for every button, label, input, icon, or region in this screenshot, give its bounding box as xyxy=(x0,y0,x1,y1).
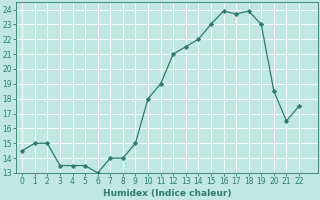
X-axis label: Humidex (Indice chaleur): Humidex (Indice chaleur) xyxy=(103,189,231,198)
